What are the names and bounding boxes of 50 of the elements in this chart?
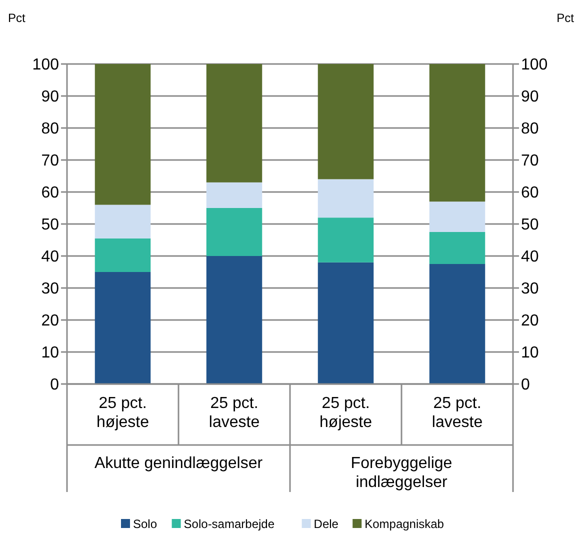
bar [94,64,151,205]
y-tick-label: 80 [41,120,60,138]
bar [206,182,262,208]
x-tick-label: 25 pct. højeste [320,395,372,431]
bar [318,262,374,384]
bar [429,232,486,264]
y-tick-label: 10 [41,344,60,362]
legend-label: Kompagniskab [364,517,444,531]
y2-tick-label: 40 [521,248,539,266]
legend-label: Solo-samarbejde [184,517,275,531]
y-tick-label: 0 [50,376,60,394]
bar [429,202,486,232]
y-tick-label: 20 [41,312,60,330]
y2-tick-label: 100 [521,56,548,74]
y-tick-label: 100 [32,56,60,74]
y-tick-label: 30 [41,280,60,298]
bar [318,218,374,262]
x-tick-label: 25 pct. højeste [96,395,150,431]
bar [206,64,262,182]
y-tick-label: 70 [41,152,60,170]
y-tick-label: 40 [41,248,60,266]
bar [206,256,262,384]
bar [94,238,151,272]
y2-tick-label: 90 [521,88,539,106]
text: Forebyggelige indlæggelser [350,455,452,491]
y2-tick-label: 20 [521,312,539,330]
text: Akutte genindlæggelser [94,455,264,472]
x-tick-label: 25 pct. laveste [208,395,260,431]
y2-tick-label: 80 [521,120,539,138]
y2-tick-label: 70 [521,152,539,170]
x-tick-label: 25 pct. laveste [432,395,483,431]
y2-tick-label: 60 [521,184,539,202]
y2-tick-label: 10 [521,344,539,362]
y2-tick-label: 0 [521,376,530,394]
bar [318,64,374,180]
bar [94,272,151,384]
bar [94,204,151,238]
y-tick-label: 50 [41,216,60,234]
legend-label: Solo [133,517,158,531]
bar [429,64,486,202]
y-tick-label: 90 [41,88,60,106]
y-axis-title: Pct [8,11,26,25]
y2-tick-label: 50 [521,216,539,234]
y-tick-label: 60 [41,184,60,202]
bar [318,179,374,218]
bar [429,264,486,384]
legend-label: Dele [314,517,339,531]
bar [206,208,262,256]
y2-axis-title: Pct [556,11,575,25]
y2-tick-label: 30 [521,280,539,298]
